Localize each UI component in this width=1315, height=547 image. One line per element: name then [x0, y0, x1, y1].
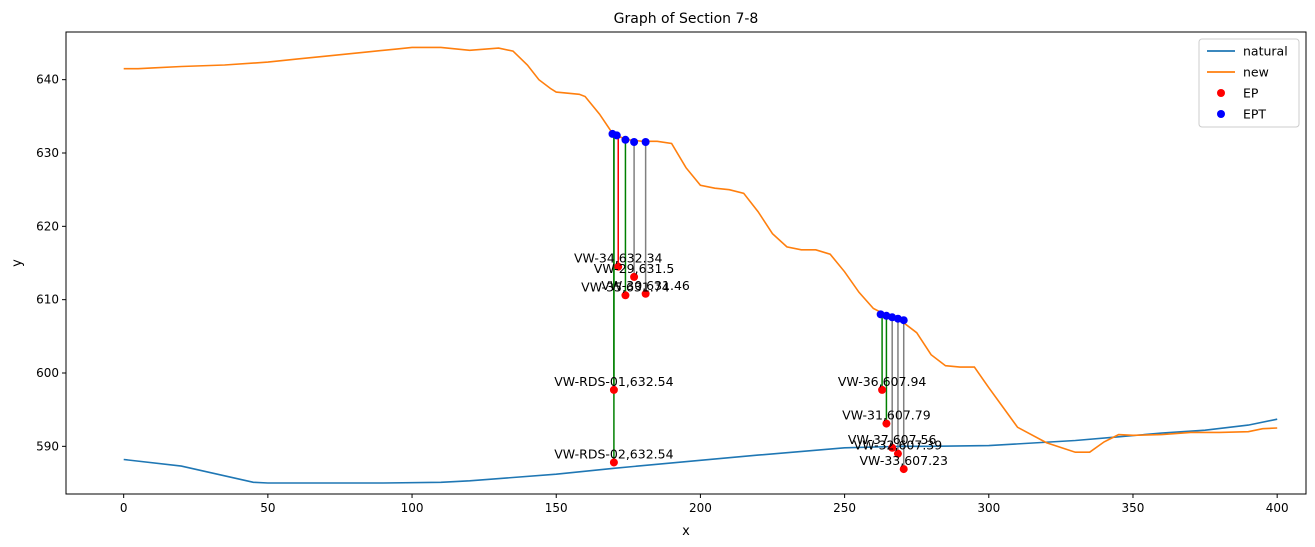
ep-marker	[630, 272, 639, 281]
legend-label: natural	[1243, 44, 1288, 59]
y-tick-label: 590	[36, 439, 59, 453]
chart-title: Graph of Section 7-8	[614, 11, 759, 27]
ept-marker	[641, 138, 650, 146]
x-tick-label: 350	[1122, 501, 1145, 515]
ep-label: VW-33,607.23	[859, 453, 948, 468]
ep-label: VW-29,631.5	[594, 261, 675, 276]
ep-marker	[878, 385, 887, 394]
ep-label: VW-30,631.46	[601, 278, 690, 293]
legend-dot-EPT	[1217, 110, 1225, 118]
y-tick-label: 600	[36, 366, 59, 380]
ep-marker	[888, 443, 897, 452]
x-tick-label: 50	[260, 501, 275, 515]
x-tick-label: 200	[689, 501, 712, 515]
legend-label: EP	[1243, 86, 1259, 101]
markers-group	[608, 129, 908, 474]
x-tick-label: 100	[401, 501, 424, 515]
y-tick-label: 640	[36, 73, 59, 87]
x-axis: 0 50 100 150 200 250 300 350 400	[120, 494, 1289, 515]
legend-dot-EP	[1217, 89, 1225, 97]
series-line-new	[123, 46, 1278, 453]
ep-marker	[621, 291, 630, 300]
ep-label: VW-32,607.39	[854, 438, 943, 453]
legend: natural new EP EPT	[1198, 38, 1300, 128]
x-tick-label: 250	[833, 501, 856, 515]
ep-label: VW-34,632.34	[574, 251, 663, 266]
ep-label: VW-RDS-01,632.54	[554, 374, 673, 389]
ep-marker	[609, 458, 618, 467]
ept-marker	[621, 135, 630, 144]
series-group	[123, 46, 1278, 484]
ep-marker	[899, 465, 908, 474]
x-tick-label: 300	[977, 501, 1000, 515]
ept-marker	[630, 138, 639, 146]
y-tick-label: 610	[36, 293, 59, 307]
ep-marker	[893, 449, 902, 458]
x-tick-label: 150	[545, 501, 568, 515]
plot-frame	[65, 31, 1307, 495]
x-tick-label: 400	[1266, 501, 1289, 515]
ept-marker	[899, 316, 908, 325]
ept-marker	[612, 131, 621, 140]
ep-marker	[882, 419, 891, 428]
ep-label: VW-35,631.74	[581, 279, 670, 294]
x-tick-label: 0	[120, 501, 128, 515]
x-axis-label: x	[682, 524, 690, 539]
ep-label: VW-RDS-02,632.54	[554, 446, 673, 461]
y-axis: 590 600 610 620 630 640	[36, 73, 66, 453]
legend-label: EPT	[1243, 107, 1266, 122]
y-axis-label: y	[10, 259, 25, 267]
y-tick-label: 620	[36, 219, 59, 233]
point-labels: VW-RDS-01,632.54 VW-RDS-02,632.54 VW-34,63…	[554, 251, 948, 468]
ep-marker	[641, 289, 650, 298]
ep-marker	[609, 385, 618, 394]
y-tick-label: 630	[36, 146, 59, 160]
ep-label: VW-36,607.94	[838, 374, 927, 389]
ep-label: VW-31,607.79	[842, 408, 931, 423]
ep-label: VW-37,607.56	[848, 432, 937, 447]
ep-marker	[614, 262, 623, 271]
leader-lines	[613, 134, 905, 470]
legend-label: new	[1243, 65, 1269, 80]
legend-box	[1198, 38, 1300, 128]
series-line-natural	[123, 418, 1278, 484]
